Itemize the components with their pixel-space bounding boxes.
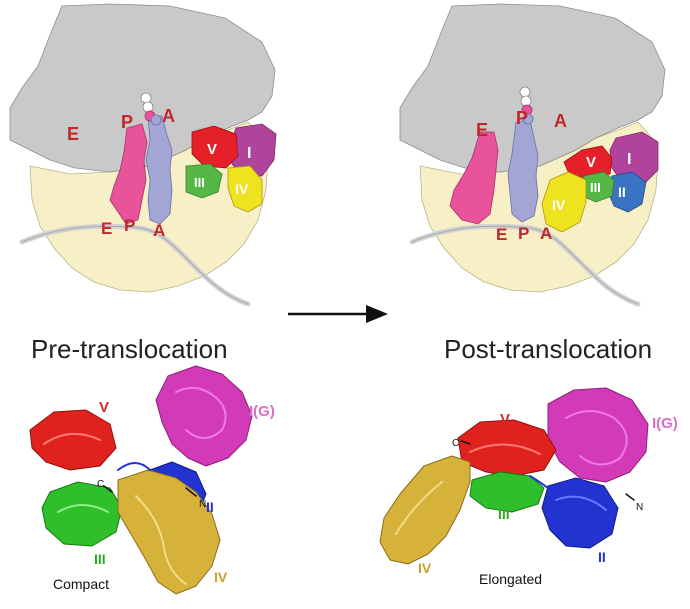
post-n-terminus-label: N (636, 502, 643, 513)
pre-protein-domain-V (29, 409, 117, 471)
pre-protein-structure: V I(G) II III IV C N Compact (29, 365, 275, 595)
pre-protein-domain-IV (117, 469, 221, 595)
pre-protein-IG-helix (175, 386, 227, 439)
pre-large-e-label: E (67, 124, 79, 144)
pre-a-site-trna (145, 115, 173, 225)
pre-c-terminus-label: C (97, 479, 104, 490)
post-protein-V-label: V (500, 411, 510, 428)
pre-protein-II-label: II (206, 499, 214, 515)
pre-peptide-bead (142, 101, 154, 113)
pre-small-a-label: A (153, 221, 165, 240)
post-protein-domain-IG (547, 387, 649, 483)
pre-domain-III (185, 163, 223, 199)
post-protein-structure: V I(G) II III IV C N Elongated (379, 387, 678, 587)
pre-large-a-label: A (162, 106, 175, 126)
post-domain-II-label: II (618, 184, 626, 200)
post-c-terminus-tick (460, 440, 471, 445)
pre-state-label: Compact (53, 576, 109, 592)
post-peptide-bead (519, 86, 531, 98)
post-protein-domain-III (469, 471, 545, 513)
pre-protein-V-strand (43, 433, 101, 445)
post-protein-linker (529, 475, 549, 489)
pre-domain-I-label: I (247, 145, 251, 162)
post-domain-I-label: I (627, 151, 631, 168)
pre-peptide-bead (150, 114, 162, 126)
post-small-a-label: A (540, 224, 552, 243)
post-peptide-bead (520, 95, 532, 107)
pre-protein-IG-label: I(G) (249, 403, 275, 420)
post-e-site-trna (449, 131, 499, 225)
pre-small-p-label: P (124, 216, 135, 235)
pre-c-terminus-tick (103, 485, 113, 493)
post-ribosome: E P A E P A I V III IV II (399, 3, 666, 304)
post-p-site-trna (507, 119, 539, 223)
pre-domain-IV (227, 165, 263, 213)
post-large-p-label: P (516, 108, 528, 128)
post-protein-domain-II (541, 477, 619, 549)
pre-domain-V-label: V (207, 141, 217, 158)
pre-protein-III-label: III (94, 551, 106, 567)
pre-p-site-trna (109, 123, 148, 225)
pre-peptide-bead (140, 92, 152, 104)
arrow-head (366, 305, 388, 323)
pre-translocation-title: Pre-translocation (31, 334, 228, 364)
post-protein-domain-IV (379, 455, 471, 565)
pre-protein-V-label: V (99, 399, 109, 416)
post-c-terminus-label: C (452, 438, 459, 449)
pre-domain-III-label: III (194, 175, 205, 190)
post-domain-III-label: III (590, 180, 601, 195)
post-protein-domain-V (457, 419, 557, 477)
pre-n-terminus-tick (185, 487, 197, 497)
pre-protein-IV-label: IV (214, 569, 228, 585)
pre-protein-domain-III (41, 481, 123, 547)
post-translocation-title: Post-translocation (444, 334, 652, 364)
post-protein-IV-strand (395, 481, 443, 535)
post-protein-V-strand (469, 443, 541, 455)
post-domain-V-label: V (586, 154, 596, 171)
post-domain-IV-label: IV (552, 197, 566, 213)
translocation-arrow (288, 305, 388, 323)
pre-large-p-label: P (121, 112, 133, 132)
post-large-e-label: E (476, 120, 488, 140)
post-protein-IG-label: I(G) (652, 415, 678, 432)
pre-protein-domain-IG (155, 365, 253, 467)
pre-small-e-label: E (101, 219, 112, 238)
post-small-p-label: P (518, 224, 529, 243)
post-protein-II-label: II (598, 549, 606, 565)
pre-protein-IV-strand (135, 495, 187, 585)
pre-n-terminus-label: N (199, 499, 206, 510)
pre-protein-III-strand (57, 504, 109, 513)
post-state-label: Elongated (479, 571, 542, 587)
post-peptide-bead (522, 113, 534, 125)
post-large-a-label: A (554, 111, 567, 131)
post-domain-IV (541, 171, 587, 233)
post-small-e-label: E (496, 225, 507, 244)
post-n-terminus-tick (625, 493, 635, 501)
pre-protein-linker (117, 462, 151, 471)
pre-domain-IV-label: IV (235, 181, 249, 197)
pre-domain-V (191, 125, 239, 169)
post-protein-III-label: III (498, 506, 510, 522)
post-protein-IG-helix (565, 410, 628, 466)
pre-ribosome: E P A E P A I V III IV (9, 3, 277, 304)
post-protein-II-strand (555, 495, 607, 511)
post-protein-IV-label: IV (418, 560, 432, 576)
